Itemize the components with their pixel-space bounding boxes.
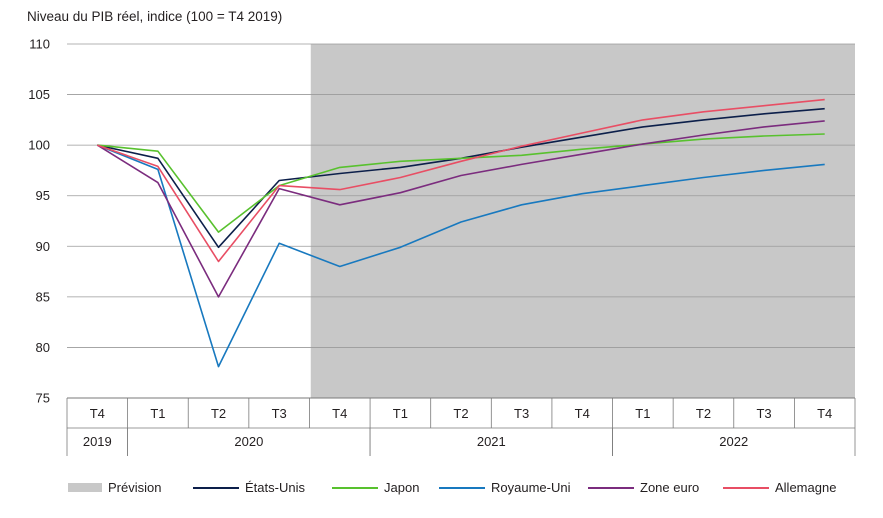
series-line-Zone euro bbox=[96, 120, 825, 298]
legend-item-Zone euro: Zone euro bbox=[588, 480, 699, 495]
x-tick-label: T4 bbox=[90, 406, 105, 421]
legend-label: Allemagne bbox=[775, 480, 837, 495]
series-line-Japon bbox=[97, 133, 825, 233]
legend-swatch bbox=[332, 486, 378, 489]
series-line-Allemagne bbox=[97, 98, 825, 263]
legend-item-forecast: Prévision bbox=[68, 480, 161, 495]
year-label: 2022 bbox=[719, 434, 748, 449]
legend-label: Royaume-Uni bbox=[491, 480, 571, 495]
year-label: 2020 bbox=[234, 434, 263, 449]
x-tick-label: T2 bbox=[453, 406, 468, 421]
y-tick-label: 80 bbox=[36, 340, 50, 355]
y-tick-label: 85 bbox=[36, 289, 50, 304]
series-line-Royaume-Uni bbox=[97, 144, 825, 368]
legend-swatch bbox=[588, 486, 634, 489]
x-tick-label: T2 bbox=[211, 406, 226, 421]
legend-swatch bbox=[439, 486, 485, 489]
x-tick-label: T1 bbox=[150, 406, 165, 421]
year-label: 2019 bbox=[83, 434, 112, 449]
legend-label: Zone euro bbox=[640, 480, 700, 495]
legend-item-Japon: Japon bbox=[332, 480, 419, 495]
y-tick-label: 100 bbox=[28, 138, 50, 153]
legend-swatch bbox=[723, 486, 769, 489]
legend-item-Allemagne: Allemagne bbox=[723, 480, 836, 495]
x-tick-label: T4 bbox=[332, 406, 347, 421]
x-tick-label: T2 bbox=[696, 406, 711, 421]
legend-label: États-Unis bbox=[245, 480, 305, 495]
y-tick-label: 95 bbox=[36, 188, 50, 203]
x-tick-label: T4 bbox=[817, 406, 832, 421]
y-tick-label: 105 bbox=[28, 87, 50, 102]
x-tick-label: T3 bbox=[272, 406, 287, 421]
legend-item-Royaume-Uni: Royaume-Uni bbox=[439, 480, 570, 495]
x-tick-label: T3 bbox=[756, 406, 771, 421]
x-tick-label: T4 bbox=[575, 406, 590, 421]
legend-label: Prévision bbox=[108, 480, 162, 495]
legend-label: Japon bbox=[384, 480, 420, 495]
y-tick-label: 75 bbox=[36, 391, 50, 406]
legend-swatch bbox=[68, 483, 102, 492]
y-tick-label: 90 bbox=[36, 239, 50, 254]
x-tick-label: T1 bbox=[393, 406, 408, 421]
chart-legend: Prévision États-Unis Japon Royaume-Uni Zone … bbox=[68, 480, 868, 500]
legend-swatch bbox=[193, 486, 239, 489]
chart-subtitle: Niveau du PIB réel, indice (100 = T4 201… bbox=[27, 9, 283, 24]
forecast-area bbox=[310, 44, 855, 398]
year-label: 2021 bbox=[477, 434, 506, 449]
x-tick-label: T3 bbox=[514, 406, 529, 421]
legend-item-États-Unis: États-Unis bbox=[193, 480, 305, 495]
x-tick-label: T1 bbox=[635, 406, 650, 421]
y-tick-label: 110 bbox=[29, 37, 50, 52]
